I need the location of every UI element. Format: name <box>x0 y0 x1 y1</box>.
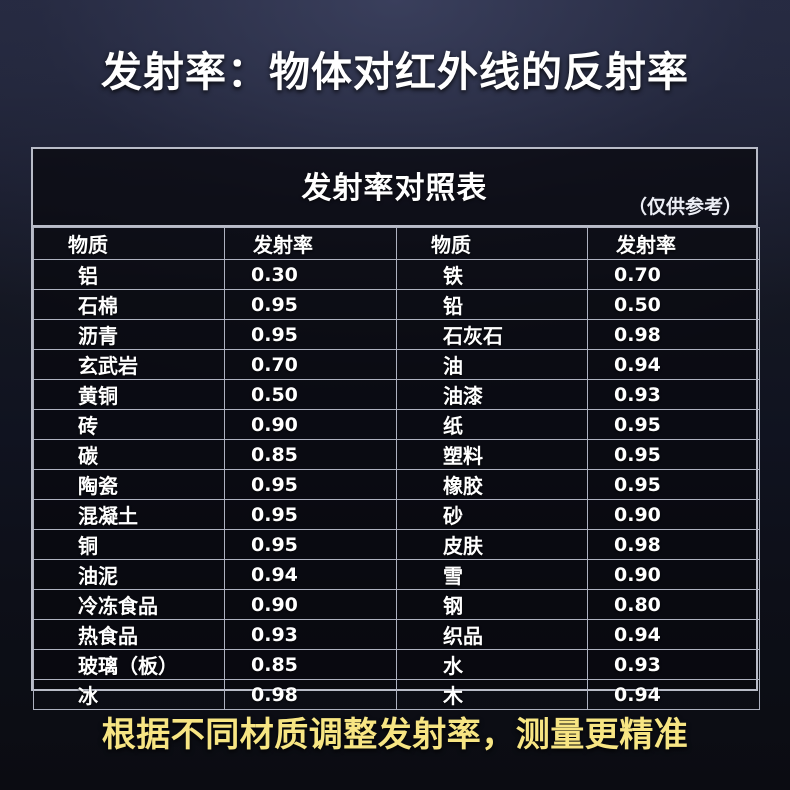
cell-material-right: 雪 <box>396 559 588 590</box>
cell-emissivity-right: 0.80 <box>587 589 760 620</box>
cell-material-left: 铜 <box>33 529 225 560</box>
cell-emissivity-left: 0.98 <box>224 679 397 710</box>
table-row: 黄铜 0.50 油漆 0.93 <box>33 379 760 410</box>
table-row: 玄武岩 0.70 油 0.94 <box>33 349 760 380</box>
cell-emissivity-left: 0.94 <box>224 559 397 590</box>
cell-material-right: 油漆 <box>396 379 588 410</box>
cell-emissivity-left: 0.95 <box>224 289 397 320</box>
cell-emissivity-right: 0.98 <box>587 529 760 560</box>
cell-emissivity-right: 0.94 <box>587 679 760 710</box>
cell-emissivity-left: 0.50 <box>224 379 397 410</box>
cell-material-right: 织品 <box>396 619 588 650</box>
cell-emissivity-left: 0.85 <box>224 649 397 680</box>
column-header-material-right: 物质 <box>396 227 588 260</box>
cell-material-right: 铁 <box>396 259 588 290</box>
cell-material-right: 钢 <box>396 589 588 620</box>
column-header-emissivity-right: 发射率 <box>587 227 760 260</box>
cell-emissivity-right: 0.94 <box>587 349 760 380</box>
cell-emissivity-left: 0.70 <box>224 349 397 380</box>
cell-emissivity-left: 0.95 <box>224 499 397 530</box>
table-row: 砖 0.90 纸 0.95 <box>33 409 760 440</box>
cell-emissivity-left: 0.95 <box>224 469 397 500</box>
cell-material-right: 皮肤 <box>396 529 588 560</box>
cell-material-right: 橡胶 <box>396 469 588 500</box>
cell-material-left: 陶瓷 <box>33 469 225 500</box>
cell-material-left: 玄武岩 <box>33 349 225 380</box>
cell-material-left: 石棉 <box>33 289 225 320</box>
cell-emissivity-right: 0.70 <box>587 259 760 290</box>
table-note: （仅供参考） <box>627 196 742 218</box>
cell-emissivity-left: 0.90 <box>224 589 397 620</box>
cell-material-left: 油泥 <box>33 559 225 590</box>
cell-emissivity-right: 0.98 <box>587 319 760 350</box>
cell-material-right: 木 <box>396 679 588 710</box>
cell-material-left: 冷冻食品 <box>33 589 225 620</box>
cell-material-left: 黄铜 <box>33 379 225 410</box>
emissivity-table: 物质 发射率 物质 发射率 铝 0.30 铁 0.70 石棉 0.95 铅 0.50 沥青 0.9… <box>33 227 760 710</box>
column-header-material-left: 物质 <box>33 227 225 260</box>
cell-emissivity-left: 0.85 <box>224 439 397 470</box>
cell-material-right: 石灰石 <box>396 319 588 350</box>
footer-caption: 根据不同材质调整发射率，测量更精准 <box>101 715 689 755</box>
cell-emissivity-left: 0.95 <box>224 319 397 350</box>
cell-material-left: 沥青 <box>33 319 225 350</box>
cell-material-left: 混凝土 <box>33 499 225 530</box>
table-row: 沥青 0.95 石灰石 0.98 <box>33 319 760 350</box>
cell-emissivity-right: 0.95 <box>587 439 760 470</box>
cell-material-right: 油 <box>396 349 588 380</box>
table-row: 铝 0.30 铁 0.70 <box>33 259 760 290</box>
table-title-row: 发射率对照表 （仅供参考） <box>33 149 756 227</box>
cell-material-right: 铅 <box>396 289 588 320</box>
cell-emissivity-right: 0.93 <box>587 649 760 680</box>
cell-material-right: 塑料 <box>396 439 588 470</box>
cell-emissivity-right: 0.50 <box>587 289 760 320</box>
cell-emissivity-left: 0.93 <box>224 619 397 650</box>
emissivity-table-card: 发射率对照表 （仅供参考） 物质 发射率 物质 发射率 铝 0.30 铁 0.70 石棉… <box>31 147 760 710</box>
cell-material-left: 热食品 <box>33 619 225 650</box>
cell-emissivity-left: 0.95 <box>224 529 397 560</box>
cell-material-right: 纸 <box>396 409 588 440</box>
column-header-emissivity-left: 发射率 <box>224 227 397 260</box>
cell-material-left: 冰 <box>33 679 225 710</box>
cell-emissivity-left: 0.90 <box>224 409 397 440</box>
table-row: 碳 0.85 塑料 0.95 <box>33 439 760 470</box>
table-row: 玻璃（板） 0.85 水 0.93 <box>33 649 760 680</box>
table-row: 铜 0.95 皮肤 0.98 <box>33 529 760 560</box>
cell-emissivity-left: 0.30 <box>224 259 397 290</box>
table-row: 冰 0.98 木 0.94 <box>33 679 760 710</box>
cell-material-left: 砖 <box>33 409 225 440</box>
table-row: 热食品 0.93 织品 0.94 <box>33 619 760 650</box>
cell-material-left: 碳 <box>33 439 225 470</box>
cell-material-left: 铝 <box>33 259 225 290</box>
cell-emissivity-right: 0.95 <box>587 469 760 500</box>
cell-emissivity-right: 0.93 <box>587 379 760 410</box>
page-title: 发射率：物体对红外线的反射率 <box>101 48 689 96</box>
cell-emissivity-right: 0.95 <box>587 409 760 440</box>
cell-material-left: 玻璃（板） <box>33 649 225 680</box>
table-row: 冷冻食品 0.90 钢 0.80 <box>33 589 760 620</box>
cell-emissivity-right: 0.90 <box>587 499 760 530</box>
table-row: 混凝土 0.95 砂 0.90 <box>33 499 760 530</box>
table-row: 陶瓷 0.95 橡胶 0.95 <box>33 469 760 500</box>
cell-material-right: 水 <box>396 649 588 680</box>
cell-emissivity-right: 0.90 <box>587 559 760 590</box>
table-row: 石棉 0.95 铅 0.50 <box>33 289 760 320</box>
table-body: 铝 0.30 铁 0.70 石棉 0.95 铅 0.50 沥青 0.95 石灰石 0.98 玄武岩 0.7… <box>33 259 760 710</box>
cell-material-right: 砂 <box>396 499 588 530</box>
table-header-row: 物质 发射率 物质 发射率 <box>33 227 760 260</box>
cell-emissivity-right: 0.94 <box>587 619 760 650</box>
table-row: 油泥 0.94 雪 0.90 <box>33 559 760 590</box>
table-title: 发射率对照表 <box>301 171 488 206</box>
